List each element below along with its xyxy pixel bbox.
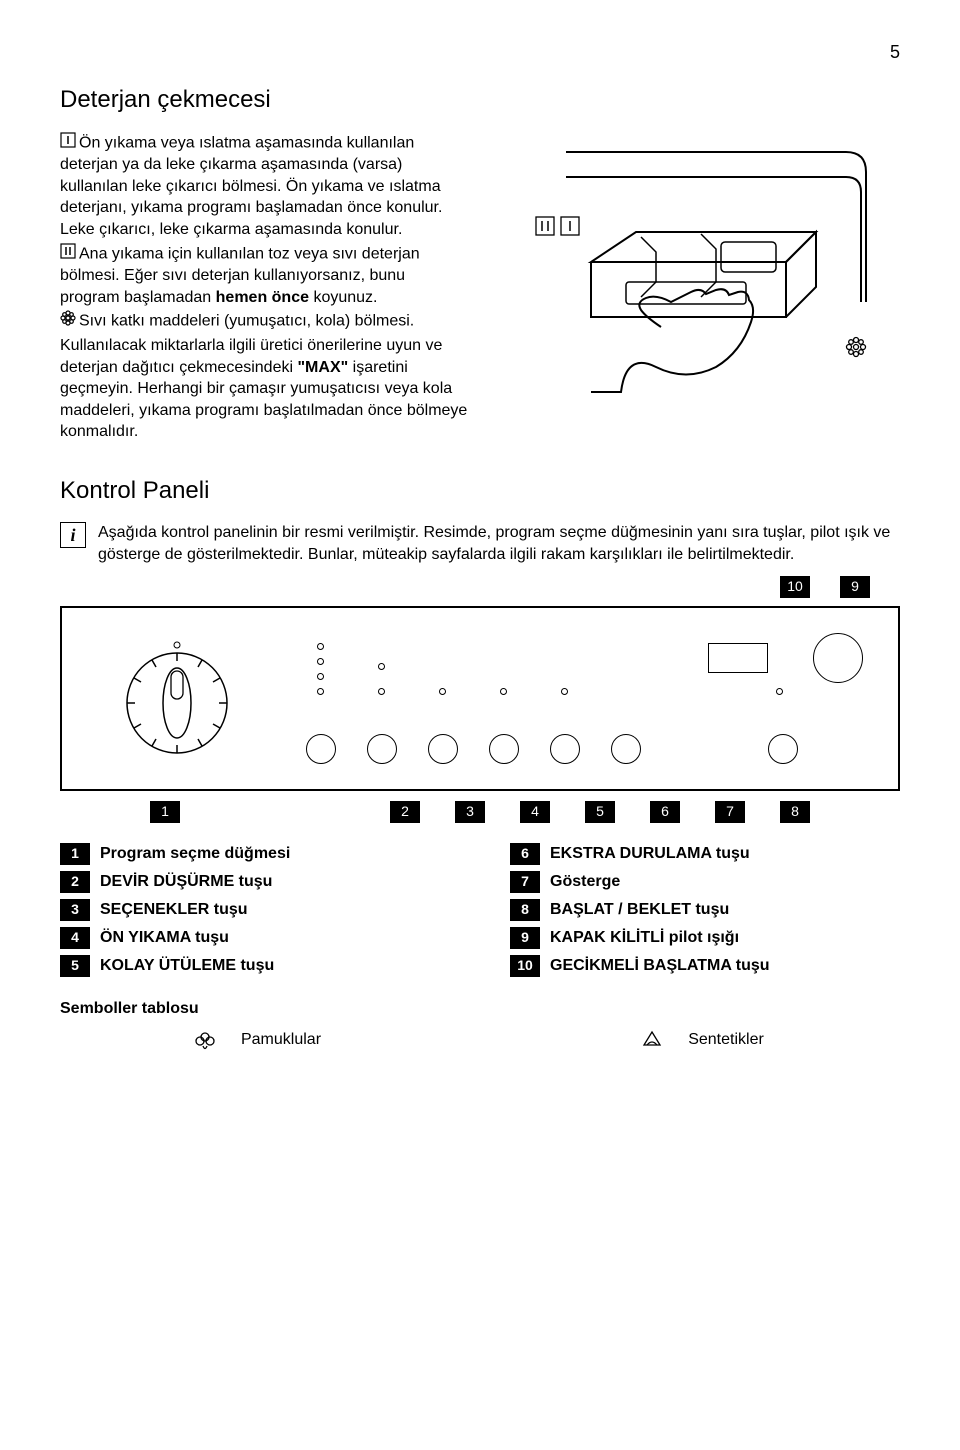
legend-5: KOLAY ÜTÜLEME tuşu xyxy=(100,955,274,977)
info-icon: i xyxy=(60,522,86,548)
badge-5: 5 xyxy=(60,955,90,977)
top-number-labels: 10 9 xyxy=(60,576,900,598)
label-7: 7 xyxy=(715,801,745,823)
led-icon xyxy=(500,688,507,695)
symbols-row: Pamuklular Sentetikler xyxy=(60,1029,900,1051)
p3-text: Sıvı katkı maddeleri (yumuşatıcı, kola) … xyxy=(79,313,414,330)
button-icon xyxy=(768,734,798,764)
badge-4: 4 xyxy=(60,927,90,949)
symbol-synthetic-label: Sentetikler xyxy=(688,1029,764,1051)
symbol-cotton-label: Pamuklular xyxy=(241,1029,321,1051)
cotton-icon xyxy=(194,1029,216,1051)
led-icon xyxy=(317,658,324,665)
badge-6: 6 xyxy=(510,843,540,865)
legend-1: Program seçme düğmesi xyxy=(100,843,290,865)
badge-8: 8 xyxy=(510,899,540,921)
legend-2: DEVİR DÜŞÜRME tuşu xyxy=(100,871,272,893)
label-1: 1 xyxy=(150,801,180,823)
program-dial-icon xyxy=(117,633,237,773)
label-5: 5 xyxy=(585,801,615,823)
display-icon xyxy=(708,643,768,673)
mainwash-compartment-icon xyxy=(60,243,76,266)
badge-9: 9 xyxy=(510,927,540,949)
control-panel-diagram xyxy=(60,606,900,791)
badge-7: 7 xyxy=(510,871,540,893)
bottom-number-labels: 1 2 3 4 5 6 7 8 xyxy=(60,801,900,823)
legend-columns: 1 Program seçme düğmesi 2 DEVİR DÜŞÜRME tu… xyxy=(60,843,900,983)
label-9: 9 xyxy=(840,576,870,598)
badge-10: 10 xyxy=(510,955,540,977)
led-icon xyxy=(317,673,324,680)
info-text: Aşağıda kontrol panelinin bir resmi veri… xyxy=(98,522,900,565)
drawer-illustration xyxy=(493,132,901,445)
p4b-bold: "MAX" xyxy=(297,359,348,376)
led-icon xyxy=(317,688,324,695)
button-icon xyxy=(489,734,519,764)
section-title-detergent: Deterjan çekmecesi xyxy=(60,84,900,116)
detergent-section: Ön yıkama veya ıslatma aşamasında kullan… xyxy=(60,132,900,445)
legend-10: GECİKMELİ BAŞLATMA tuşu xyxy=(550,955,770,977)
symbol-synthetic: Sentetikler xyxy=(505,1029,900,1051)
label-10: 10 xyxy=(780,576,810,598)
start-button-icon xyxy=(813,633,863,683)
p2c-text: koyunuz. xyxy=(309,289,377,306)
badge-3: 3 xyxy=(60,899,90,921)
legend-9: KAPAK KİLİTLİ pilot ışığı xyxy=(550,927,739,949)
button-icon xyxy=(550,734,580,764)
prewash-compartment-icon xyxy=(60,132,76,155)
led-icon xyxy=(439,688,446,695)
p2b-bold: hemen önce xyxy=(216,289,309,306)
page-number: 5 xyxy=(60,40,900,64)
legend-8: BAŞLAT / BEKLET tuşu xyxy=(550,899,729,921)
button-icon xyxy=(428,734,458,764)
legend-7: Gösterge xyxy=(550,871,620,893)
label-6: 6 xyxy=(650,801,680,823)
label-4: 4 xyxy=(520,801,550,823)
legend-4: ÖN YIKAMA tuşu xyxy=(100,927,229,949)
led-icon xyxy=(776,688,783,695)
p1-text: Ön yıkama veya ıslatma aşamasında kullan… xyxy=(60,134,442,238)
led-icon xyxy=(378,688,385,695)
softener-flower-icon xyxy=(60,310,76,333)
button-icon xyxy=(306,734,336,764)
label-3: 3 xyxy=(455,801,485,823)
badge-2: 2 xyxy=(60,871,90,893)
label-8: 8 xyxy=(780,801,810,823)
legend-col-right: 6 EKSTRA DURULAMA tuşu 7 Gösterge 8 BAŞLAT … xyxy=(510,843,900,983)
badge-1: 1 xyxy=(60,843,90,865)
label-2: 2 xyxy=(390,801,420,823)
symbols-table-title: Semboller tablosu xyxy=(60,998,900,1020)
legend-col-left: 1 Program seçme düğmesi 2 DEVİR DÜŞÜRME tu… xyxy=(60,843,450,983)
legend-6: EKSTRA DURULAMA tuşu xyxy=(550,843,750,865)
detergent-text: Ön yıkama veya ıslatma aşamasında kullan… xyxy=(60,132,468,445)
led-icon xyxy=(561,688,568,695)
led-icon xyxy=(317,643,324,650)
info-row: i Aşağıda kontrol panelinin bir resmi ve… xyxy=(60,522,900,565)
button-icon xyxy=(611,734,641,764)
symbol-cotton: Pamuklular xyxy=(60,1029,455,1051)
button-icon xyxy=(367,734,397,764)
section-title-control-panel: Kontrol Paneli xyxy=(60,475,900,507)
led-icon xyxy=(378,663,385,670)
synthetic-icon xyxy=(641,1029,663,1051)
legend-3: SEÇENEKLER tuşu xyxy=(100,899,248,921)
